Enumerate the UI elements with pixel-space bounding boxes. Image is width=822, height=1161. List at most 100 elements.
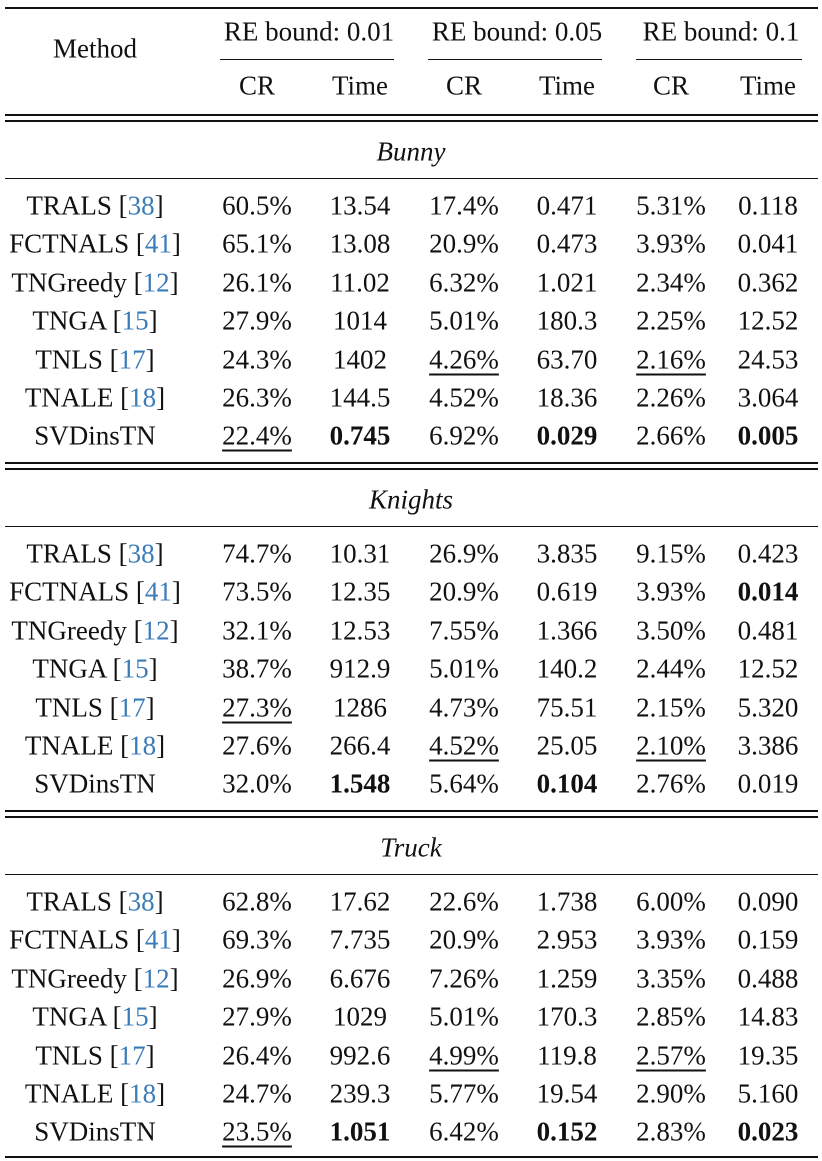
cell: 18.36 bbox=[536, 382, 598, 413]
method-text: TNGreedy [ bbox=[11, 963, 143, 994]
cell: 1014 bbox=[333, 305, 387, 336]
cell: 912.9 bbox=[329, 653, 391, 684]
cell: 0.481 bbox=[737, 615, 799, 646]
cell: 3.064 bbox=[737, 382, 799, 413]
method-text: TNLS [ bbox=[35, 344, 119, 375]
cell: 63.70 bbox=[536, 344, 598, 375]
cell: 62.8% bbox=[222, 886, 292, 917]
method-text: ] bbox=[148, 305, 158, 336]
cell: 2.34% bbox=[636, 267, 706, 298]
cell: 5.64% bbox=[429, 768, 499, 799]
cell: 32.0% bbox=[222, 768, 292, 799]
cell: 3.35% bbox=[636, 963, 706, 994]
citation: 38 bbox=[127, 190, 155, 221]
method-name: TNGA [15] bbox=[32, 1003, 157, 1031]
method-text: TNALE [ bbox=[24, 1078, 130, 1109]
method-text: ] bbox=[154, 190, 164, 221]
cell: 0.118 bbox=[738, 190, 798, 221]
rule bbox=[5, 468, 818, 470]
method-name: SVDinsTN bbox=[34, 420, 156, 451]
cell: 0.488 bbox=[737, 963, 799, 994]
cell: 2.76% bbox=[636, 768, 706, 799]
cell: 14.83 bbox=[737, 1001, 799, 1032]
cell: 60.5% bbox=[222, 190, 292, 221]
cell: 5.160 bbox=[737, 1078, 799, 1109]
cell: 180.3 bbox=[536, 305, 598, 336]
cell: 6.92% bbox=[429, 420, 499, 451]
cell: 3.93% bbox=[636, 924, 706, 955]
cell: 1286 bbox=[333, 692, 387, 723]
citation: 17 bbox=[118, 692, 146, 723]
citation: 18 bbox=[129, 1078, 157, 1109]
method-name: TNALE [18] bbox=[24, 1078, 165, 1109]
cell: 65.1% bbox=[222, 228, 292, 259]
cell: 5.320 bbox=[737, 692, 799, 723]
method-name: TRALS [38] bbox=[26, 538, 164, 569]
cell: 0.041 bbox=[737, 228, 799, 259]
method-text: TRALS [ bbox=[26, 190, 128, 221]
method-name: TNLS [17] bbox=[35, 1042, 154, 1069]
cell: 20.9% bbox=[429, 576, 499, 607]
cell: 24.3% bbox=[222, 344, 292, 375]
cell: 2.10% bbox=[636, 730, 706, 761]
cell: 2.15% bbox=[636, 692, 706, 723]
method-text: ] bbox=[169, 267, 179, 298]
cell: 1402 bbox=[333, 344, 387, 375]
cell: 0.745 bbox=[329, 420, 391, 451]
cell: 11.02 bbox=[330, 267, 390, 298]
cell: 12.35 bbox=[329, 576, 391, 607]
cell: 5.01% bbox=[429, 1001, 499, 1032]
cell: 38.7% bbox=[222, 653, 292, 684]
cell: 0.005 bbox=[737, 420, 799, 451]
citation: 12 bbox=[142, 267, 170, 298]
method-name: TNGA [15] bbox=[32, 305, 158, 336]
rule bbox=[5, 462, 818, 464]
cell: 32.1% bbox=[222, 615, 292, 646]
method-text: FCTNALS [ bbox=[9, 228, 145, 259]
method-text: ] bbox=[154, 538, 164, 569]
method-text: ] bbox=[169, 615, 179, 646]
cell: 0.473 bbox=[536, 228, 598, 259]
cell: 1.738 bbox=[536, 886, 598, 917]
rule bbox=[5, 120, 818, 122]
cell: 6.32% bbox=[429, 267, 499, 298]
header-column: Time bbox=[331, 70, 389, 101]
method-text: TNALE [ bbox=[24, 382, 130, 413]
rule bbox=[5, 7, 818, 9]
cell: 266.4 bbox=[329, 730, 391, 761]
header-group: RE bound: 0.1 bbox=[642, 16, 800, 47]
method-text: SVDinsTN bbox=[34, 420, 156, 451]
cell: 0.423 bbox=[737, 538, 799, 569]
citation: 41 bbox=[144, 576, 172, 607]
cell: 2.83% bbox=[636, 1116, 706, 1147]
cell: 75.51 bbox=[536, 692, 598, 723]
method-text: TNLS [ bbox=[35, 1040, 119, 1071]
rule bbox=[5, 810, 818, 812]
method-name: SVDinsTN bbox=[34, 1118, 156, 1146]
cell: 12.52 bbox=[737, 653, 799, 684]
header-column: CR bbox=[652, 70, 690, 101]
cell: 5.01% bbox=[429, 305, 499, 336]
cell: 19.54 bbox=[536, 1078, 598, 1109]
method-text: ] bbox=[145, 1040, 155, 1071]
rule bbox=[5, 874, 818, 876]
method-name: TNALE [18] bbox=[24, 382, 165, 413]
method-text: SVDinsTN bbox=[34, 768, 156, 799]
header-column: CR bbox=[445, 70, 483, 101]
citation: 38 bbox=[127, 538, 155, 569]
method-text: TNGA [ bbox=[32, 305, 122, 336]
citation: 12 bbox=[142, 615, 170, 646]
cell: 992.6 bbox=[329, 1040, 391, 1071]
cell: 24.53 bbox=[737, 344, 799, 375]
cell: 69.3% bbox=[222, 924, 292, 955]
cell: 2.25% bbox=[636, 305, 706, 336]
cell: 1.548 bbox=[329, 768, 391, 799]
header-column: Time bbox=[538, 70, 596, 101]
cell: 4.73% bbox=[429, 692, 499, 723]
cell: 0.152 bbox=[536, 1116, 598, 1147]
cell: 0.014 bbox=[737, 576, 799, 607]
cell: 0.159 bbox=[737, 924, 799, 955]
cell: 12.53 bbox=[329, 615, 391, 646]
method-text: ] bbox=[145, 344, 155, 375]
method-text: TNGreedy [ bbox=[11, 267, 143, 298]
